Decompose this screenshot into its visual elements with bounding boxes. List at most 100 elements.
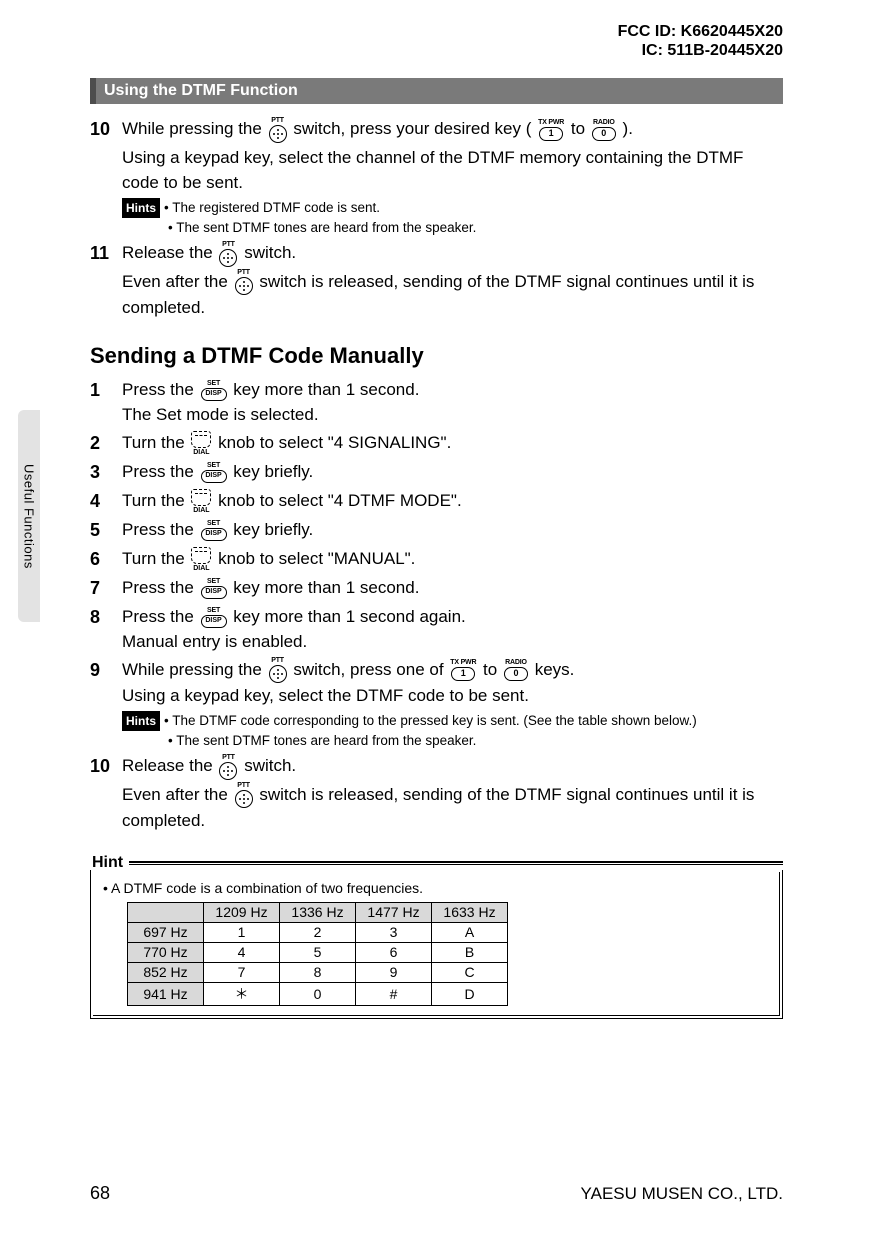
section-bar-title: Using the DTMF Function xyxy=(104,82,298,100)
step-9: 9 While pressing the PTT switch, press o… xyxy=(90,657,783,709)
icon-label: RADIO xyxy=(505,659,527,666)
text: Using a keypad key, select the channel o… xyxy=(122,145,783,196)
text: knob to select "MANUAL". xyxy=(218,549,415,568)
icon-key: DISP xyxy=(201,615,227,628)
key-1-icon: TX PWR 1 xyxy=(450,659,476,681)
text: Turn the xyxy=(122,549,189,568)
icon-label: SET xyxy=(207,607,220,614)
table-cell: # xyxy=(356,982,432,1005)
text: key more than 1 second again. xyxy=(233,607,465,626)
step-num: 3 xyxy=(90,459,122,486)
icon-key: DISP xyxy=(201,470,227,483)
icon-label: SET xyxy=(207,520,220,527)
text: Manual entry is enabled. xyxy=(122,629,783,655)
step-num: 5 xyxy=(90,517,122,544)
table-cell: D xyxy=(432,982,508,1005)
ptt-switch-icon: PTT xyxy=(235,269,253,295)
key-1-icon: TX PWR 1 xyxy=(538,119,564,141)
icon-label: SET xyxy=(207,578,220,585)
text: switch. xyxy=(244,756,296,775)
disp-key-icon: SET DISP xyxy=(201,380,227,401)
table-cell: 770 Hz xyxy=(128,942,204,962)
table-cell: 941 Hz xyxy=(128,982,204,1005)
ptt-switch-icon: PTT xyxy=(219,754,237,780)
hint-box: Hint • A DTMF code is a combination of t… xyxy=(90,854,783,1019)
icon-key: 0 xyxy=(504,667,528,681)
text: Even after the xyxy=(122,785,233,804)
step-10-top: 10 While pressing the PTT switch, press … xyxy=(90,116,783,196)
step-num: 11 xyxy=(90,240,122,267)
hints-sub: • The sent DTMF tones are heard from the… xyxy=(168,731,783,751)
table-cell: 5 xyxy=(280,942,356,962)
ptt-switch-icon: PTT xyxy=(269,657,287,683)
icon-knob xyxy=(191,547,211,564)
icon-key: 1 xyxy=(451,667,475,681)
icon-label: RADIO xyxy=(593,119,615,126)
icon-label: DIAL xyxy=(193,507,209,514)
icon-circle xyxy=(219,762,237,780)
table-cell: 1633 Hz xyxy=(432,902,508,922)
icon-label: DIAL xyxy=(193,565,209,572)
icon-key: 1 xyxy=(539,127,563,141)
ic-id: IC: 511B-20445X20 xyxy=(618,41,783,60)
icon-key: DISP xyxy=(201,388,227,401)
text: Press the xyxy=(122,578,199,597)
table-row: 852 Hz 7 8 9 C xyxy=(128,962,508,982)
text: Press the xyxy=(122,520,199,539)
company-name: YAESU MUSEN CO., LTD. xyxy=(581,1184,783,1204)
table-row: 770 Hz 4 5 6 B xyxy=(128,942,508,962)
ptt-switch-icon: PTT xyxy=(219,241,237,267)
icon-label: SET xyxy=(207,380,220,387)
text: switch, press your desired key ( xyxy=(293,119,536,138)
hints-sub: • The sent DTMF tones are heard from the… xyxy=(168,218,783,238)
step-num: 4 xyxy=(90,488,122,515)
text: knob to select "4 DTMF MODE". xyxy=(218,491,462,510)
text: Turn the xyxy=(122,433,189,452)
step-num: 10 xyxy=(90,753,122,780)
step-text: Press the SET DISP key more than 1 secon… xyxy=(122,604,783,655)
table-cell: 8 xyxy=(280,962,356,982)
step-num: 7 xyxy=(90,575,122,602)
text: switch. xyxy=(244,243,296,262)
table-cell: 1 xyxy=(204,922,280,942)
step-1: 1 Press the SET DISP key more than 1 sec… xyxy=(90,377,783,428)
text: key briefly. xyxy=(233,462,313,481)
icon-label: PTT xyxy=(271,657,284,664)
step-text: Press the SET DISP key briefly. xyxy=(122,517,783,543)
section-bar: Using the DTMF Function xyxy=(90,78,783,104)
disp-key-icon: SET DISP xyxy=(201,520,227,541)
hints-text: • The registered DTMF code is sent. xyxy=(164,198,783,218)
step-num: 2 xyxy=(90,430,122,457)
key-0-icon: RADIO 0 xyxy=(504,659,528,681)
step-text: Release the PTT switch. Even after the P… xyxy=(122,240,783,321)
disp-key-icon: SET DISP xyxy=(201,607,227,628)
step-num: 1 xyxy=(90,377,122,404)
subsection-title: Sending a DTMF Code Manually xyxy=(90,343,783,369)
side-tab-label: Useful Functions xyxy=(22,464,37,569)
icon-label: PTT xyxy=(222,754,235,761)
icon-label: PTT xyxy=(237,269,250,276)
table-cell: 6 xyxy=(356,942,432,962)
icon-circle xyxy=(235,790,253,808)
dial-knob-icon: DIAL xyxy=(191,547,211,572)
ptt-switch-icon: PTT xyxy=(269,117,287,143)
dtmf-frequency-table: 1209 Hz 1336 Hz 1477 Hz 1633 Hz 697 Hz 1… xyxy=(127,902,508,1006)
table-row: 1209 Hz 1336 Hz 1477 Hz 1633 Hz xyxy=(128,902,508,922)
text: Release the xyxy=(122,756,217,775)
text: Using a keypad key, select the DTMF code… xyxy=(122,683,783,709)
icon-circle xyxy=(269,665,287,683)
ptt-switch-icon: PTT xyxy=(235,782,253,808)
table-cell: C xyxy=(432,962,508,982)
step-text: Press the SET DISP key briefly. xyxy=(122,459,783,485)
table-cell: ＊ xyxy=(204,982,280,1005)
icon-label: PTT xyxy=(222,241,235,248)
hint-rule xyxy=(129,864,783,865)
text: to xyxy=(483,660,502,679)
dial-knob-icon: DIAL xyxy=(191,431,211,456)
icon-circle xyxy=(269,125,287,143)
table-cell: 2 xyxy=(280,922,356,942)
manual-page: FCC ID: K6620445X20 IC: 511B-20445X20 Us… xyxy=(0,0,873,1240)
step-5: 5 Press the SET DISP key briefly. xyxy=(90,517,783,544)
table-cell: 1209 Hz xyxy=(204,902,280,922)
text: Press the xyxy=(122,380,199,399)
